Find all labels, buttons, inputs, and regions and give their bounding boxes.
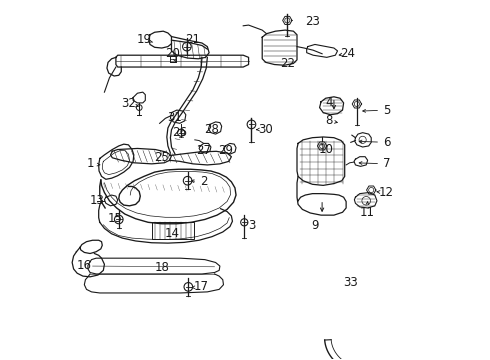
Text: 7: 7 [383,157,391,170]
Text: 2: 2 [200,175,207,188]
Text: 11: 11 [360,206,374,219]
Text: 6: 6 [383,136,391,149]
Text: 20: 20 [165,47,180,60]
Bar [152,222,194,239]
Text: 26: 26 [172,126,187,139]
Text: 28: 28 [204,122,220,136]
Text: 24: 24 [340,47,355,60]
Text: 5: 5 [383,104,391,117]
Text: 3: 3 [248,219,255,233]
Text: 12: 12 [379,186,394,199]
Text: 31: 31 [168,111,182,124]
Text: 29: 29 [218,144,233,157]
Text: 9: 9 [311,219,318,233]
Text: 25: 25 [154,151,169,164]
Text: 18: 18 [154,261,169,274]
Text: 33: 33 [343,276,358,289]
Text: 13: 13 [90,194,105,207]
Text: 4: 4 [325,96,333,109]
Text: 10: 10 [318,143,333,156]
Text: 19: 19 [136,33,151,46]
Text: 17: 17 [194,280,209,293]
Text: 14: 14 [165,226,180,239]
Text: 21: 21 [186,33,200,46]
Text: 22: 22 [280,57,295,70]
Text: 27: 27 [196,144,211,157]
Bar [170,56,176,62]
Text: 1: 1 [86,157,94,170]
Text: 32: 32 [121,98,136,111]
Text: 30: 30 [258,122,273,136]
Text: 15: 15 [108,212,122,225]
Text: 16: 16 [77,259,92,272]
Text: 8: 8 [325,114,333,127]
Text: 23: 23 [305,15,320,28]
